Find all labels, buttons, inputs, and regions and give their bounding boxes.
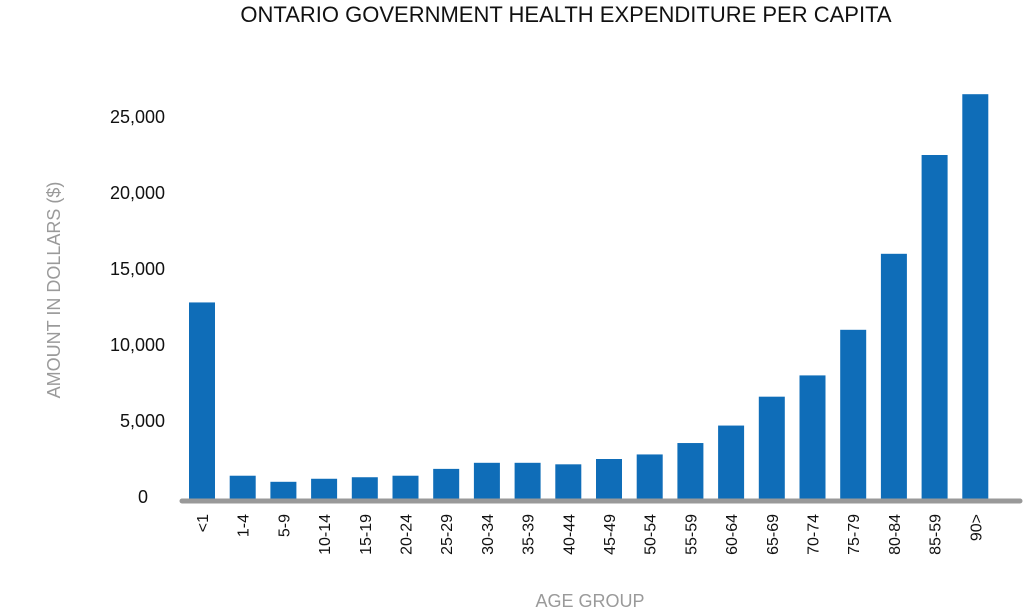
x-tick-label: 5-9	[276, 514, 293, 537]
x-axis-ticks: <1 1-4 5-9 10-14 15-19 20-24 25-29 30-34 35-39 40…	[195, 514, 985, 555]
bar-80-84	[880, 253, 907, 499]
x-tick-label: 15-19	[358, 514, 375, 555]
x-tick-label: 20-24	[399, 514, 416, 555]
x-tick-label: 45-49	[602, 514, 619, 555]
bar-30-34	[473, 462, 500, 499]
x-tick-label: 80-84	[887, 514, 904, 555]
y-tick-label: 10,000	[110, 335, 165, 355]
x-tick-label: 55-59	[683, 514, 700, 555]
y-axis-label: AMOUNT IN DOLLARS ($)	[44, 182, 64, 399]
y-tick-label: 5,000	[120, 411, 165, 431]
x-tick-label: 25-29	[439, 514, 456, 555]
bar-10-14	[311, 478, 338, 499]
x-tick-label: 30-34	[480, 514, 497, 555]
bar-20-24	[392, 475, 419, 499]
bar-40-44	[555, 464, 582, 499]
x-tick-label: 50-54	[643, 514, 660, 555]
y-tick-label: 25,000	[110, 107, 165, 127]
bar-15-19	[351, 477, 378, 499]
x-tick-label: 60-64	[724, 514, 741, 555]
bar-75-79	[840, 329, 867, 499]
x-tick-label: 40-44	[561, 514, 578, 555]
bars	[189, 94, 989, 499]
x-tick-label: 65-69	[765, 514, 782, 555]
chart-title: ONTARIO GOVERNMENT HEALTH EXPENDITURE PE…	[240, 2, 891, 27]
bar-1-4	[229, 475, 256, 499]
y-tick-label: 20,000	[110, 183, 165, 203]
bar-55-59	[677, 443, 704, 499]
bar-25-29	[433, 468, 460, 499]
bar-50-54	[636, 454, 663, 499]
bar-60-64	[718, 425, 745, 499]
x-tick-label: 85-59	[928, 514, 945, 555]
bar-65-69	[758, 396, 785, 499]
x-tick-label: <1	[195, 514, 212, 532]
bar-5-9	[270, 481, 297, 499]
bar-90>	[962, 94, 989, 499]
y-tick-label: 15,000	[110, 259, 165, 279]
x-axis-label: AGE GROUP	[535, 591, 644, 611]
bar-45-49	[596, 459, 622, 499]
x-tick-label: 70-74	[806, 514, 823, 555]
bar-85-59	[921, 155, 948, 499]
x-tick-label: 1-4	[236, 514, 253, 537]
x-tick-label: 35-39	[521, 514, 538, 555]
y-tick-label: 0	[138, 487, 148, 507]
x-tick-label: 75-79	[846, 514, 863, 555]
x-tick-label: 10-14	[317, 514, 334, 555]
y-axis-ticks: 0 5,000 10,000 15,000 20,000 25,000	[110, 107, 165, 507]
bar-35-39	[514, 462, 541, 499]
bar-70-74	[799, 375, 826, 499]
x-tick-label: 90>	[968, 514, 985, 541]
bar-<1	[189, 302, 215, 499]
